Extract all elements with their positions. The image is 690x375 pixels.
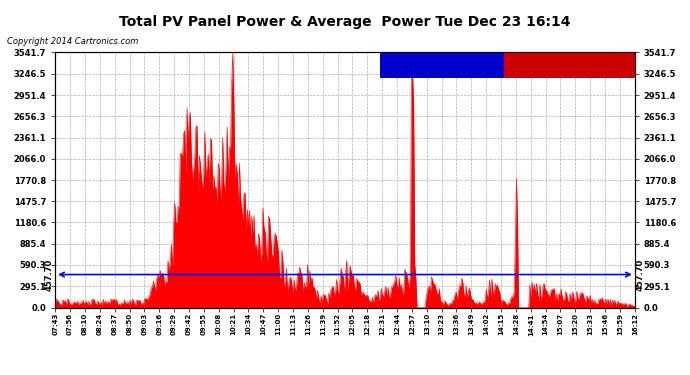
Text: 457.70: 457.70 [636,258,645,291]
Text: Copyright 2014 Cartronics.com: Copyright 2014 Cartronics.com [7,38,138,46]
Text: PV Panels  (DC Watts): PV Panels (DC Watts) [522,61,617,70]
Bar [504,53,635,78]
Text: Average  (DC Watts): Average (DC Watts) [398,61,486,70]
Bar [380,53,504,78]
Text: Total PV Panel Power & Average  Power Tue Dec 23 16:14: Total PV Panel Power & Average Power Tue… [119,15,571,29]
Text: 457.70: 457.70 [45,258,54,291]
